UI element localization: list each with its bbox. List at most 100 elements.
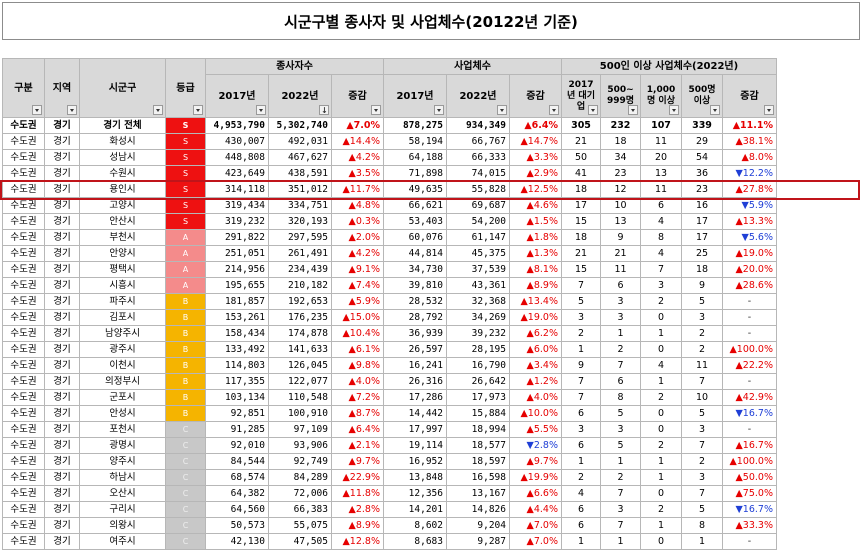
cell-region[interactable]: 경기 [44, 389, 80, 406]
sort-descending-icon[interactable] [319, 104, 329, 117]
cell-workers-change[interactable]: ▲0.3% [331, 213, 384, 230]
table-row[interactable]: 수도권 경기 평택시 A 214,956 234,439 ▲9.1% 34,730 37,539… [2, 261, 777, 278]
cell-firms-2022[interactable]: 18,577 [446, 437, 510, 454]
cell-large-1000[interactable]: 0 [640, 485, 682, 502]
header-workers-change[interactable]: 증감 [331, 74, 384, 118]
cell-region[interactable]: 경기 [44, 133, 80, 150]
cell-firms-2017[interactable]: 8,602 [383, 517, 447, 534]
cell-large-500-999[interactable]: 12 [600, 181, 641, 198]
cell-large-1000[interactable]: 2 [640, 389, 682, 406]
cell-large-2017[interactable]: 17 [561, 197, 601, 214]
cell-region[interactable]: 경기 [44, 165, 80, 182]
cell-gubun[interactable]: 수도권 [2, 117, 45, 134]
cell-large-change[interactable]: ▼5.6% [722, 229, 777, 246]
cell-firms-change[interactable]: ▲1.3% [509, 245, 562, 262]
table-row[interactable]: 수도권 경기 부천시 A 291,822 297,595 ▲2.0% 60,076 61,147… [2, 229, 777, 246]
cell-large-2017[interactable]: 15 [561, 261, 601, 278]
filter-dropdown-icon[interactable] [497, 105, 507, 115]
cell-firms-2017[interactable]: 26,597 [383, 341, 447, 358]
cell-workers-2022[interactable]: 210,182 [268, 277, 332, 294]
cell-large-2017[interactable]: 1 [561, 453, 601, 470]
cell-workers-2017[interactable]: 91,285 [205, 421, 269, 438]
cell-firms-2022[interactable]: 55,828 [446, 181, 510, 198]
header-large-1000[interactable]: 1,000명 이상 [640, 74, 682, 118]
cell-large-500-999[interactable]: 23 [600, 165, 641, 182]
cell-workers-2017[interactable]: 448,808 [205, 149, 269, 166]
cell-workers-2022[interactable]: 174,878 [268, 325, 332, 342]
header-large-500-999[interactable]: 500~ 999명 [600, 74, 641, 118]
cell-large-500-999[interactable]: 34 [600, 149, 641, 166]
cell-firms-2022[interactable]: 16,790 [446, 357, 510, 374]
cell-workers-change[interactable]: ▲9.8% [331, 357, 384, 374]
cell-grade[interactable]: C [165, 453, 206, 470]
header-workers-2017[interactable]: 2017년 [205, 74, 269, 118]
cell-city[interactable]: 양주시 [79, 453, 166, 470]
cell-gubun[interactable]: 수도권 [2, 149, 45, 166]
cell-region[interactable]: 경기 [44, 485, 80, 502]
table-row[interactable]: 수도권 경기 시흥시 A 195,655 210,182 ▲7.4% 39,810 43,361… [2, 277, 777, 294]
header-large-change[interactable]: 증감 [722, 74, 777, 118]
cell-workers-change[interactable]: ▲10.4% [331, 325, 384, 342]
cell-grade[interactable]: B [165, 325, 206, 342]
cell-firms-2022[interactable]: 39,232 [446, 325, 510, 342]
cell-large-500-999[interactable]: 1 [600, 533, 641, 550]
cell-workers-2022[interactable]: 97,109 [268, 421, 332, 438]
cell-workers-2022[interactable]: 55,075 [268, 517, 332, 534]
cell-workers-change[interactable]: ▲3.5% [331, 165, 384, 182]
cell-large-500-999[interactable]: 3 [600, 309, 641, 326]
cell-large-1000[interactable]: 7 [640, 261, 682, 278]
cell-large-1000[interactable]: 4 [640, 213, 682, 230]
cell-workers-change[interactable]: ▲5.9% [331, 293, 384, 310]
cell-large-change[interactable]: ▲16.7% [722, 437, 777, 454]
cell-region[interactable]: 경기 [44, 453, 80, 470]
cell-workers-change[interactable]: ▲4.0% [331, 373, 384, 390]
cell-gubun[interactable]: 수도권 [2, 309, 45, 326]
cell-firms-2017[interactable]: 8,683 [383, 533, 447, 550]
cell-large-500-999[interactable]: 11 [600, 261, 641, 278]
cell-region[interactable]: 경기 [44, 117, 80, 134]
cell-workers-2017[interactable]: 153,261 [205, 309, 269, 326]
cell-workers-2022[interactable]: 334,751 [268, 197, 332, 214]
cell-firms-2017[interactable]: 53,403 [383, 213, 447, 230]
cell-workers-2022[interactable]: 261,491 [268, 245, 332, 262]
cell-firms-2017[interactable]: 28,532 [383, 293, 447, 310]
cell-region[interactable]: 경기 [44, 293, 80, 310]
cell-gubun[interactable]: 수도권 [2, 229, 45, 246]
cell-large-change[interactable]: ▲19.0% [722, 245, 777, 262]
cell-workers-change[interactable]: ▲9.7% [331, 453, 384, 470]
header-gubun[interactable]: 구분 [2, 58, 45, 118]
cell-region[interactable]: 경기 [44, 469, 80, 486]
cell-region[interactable]: 경기 [44, 149, 80, 166]
cell-workers-2022[interactable]: 320,193 [268, 213, 332, 230]
cell-workers-2017[interactable]: 4,953,790 [205, 117, 269, 134]
cell-large-2017[interactable]: 18 [561, 181, 601, 198]
cell-large-change[interactable]: ▲33.3% [722, 517, 777, 534]
cell-large-500[interactable]: 18 [681, 261, 723, 278]
cell-large-change[interactable]: ▼12.2% [722, 165, 777, 182]
cell-workers-2017[interactable]: 181,857 [205, 293, 269, 310]
cell-region[interactable]: 경기 [44, 437, 80, 454]
cell-firms-2022[interactable]: 45,375 [446, 245, 510, 262]
cell-workers-2022[interactable]: 84,289 [268, 469, 332, 486]
table-row[interactable]: 수도권 경기 파주시 B 181,857 192,653 ▲5.9% 28,532 32,368… [2, 293, 777, 310]
cell-grade[interactable]: A [165, 277, 206, 294]
cell-large-1000[interactable]: 0 [640, 533, 682, 550]
cell-workers-change[interactable]: ▲22.9% [331, 469, 384, 486]
cell-city[interactable]: 안양시 [79, 245, 166, 262]
cell-grade[interactable]: C [165, 421, 206, 438]
cell-firms-2022[interactable]: 43,361 [446, 277, 510, 294]
cell-gubun[interactable]: 수도권 [2, 485, 45, 502]
cell-workers-2017[interactable]: 92,010 [205, 437, 269, 454]
cell-large-500-999[interactable]: 5 [600, 405, 641, 422]
cell-grade[interactable]: S [165, 197, 206, 214]
cell-large-500-999[interactable]: 7 [600, 485, 641, 502]
cell-large-500[interactable]: 16 [681, 197, 723, 214]
cell-large-500[interactable]: 17 [681, 229, 723, 246]
cell-firms-2017[interactable]: 58,194 [383, 133, 447, 150]
cell-workers-change[interactable]: ▲2.0% [331, 229, 384, 246]
header-city[interactable]: 시군구 [79, 58, 166, 118]
cell-firms-2022[interactable]: 28,195 [446, 341, 510, 358]
cell-workers-2022[interactable]: 5,302,740 [268, 117, 332, 134]
cell-gubun[interactable]: 수도권 [2, 453, 45, 470]
cell-large-1000[interactable]: 1 [640, 469, 682, 486]
